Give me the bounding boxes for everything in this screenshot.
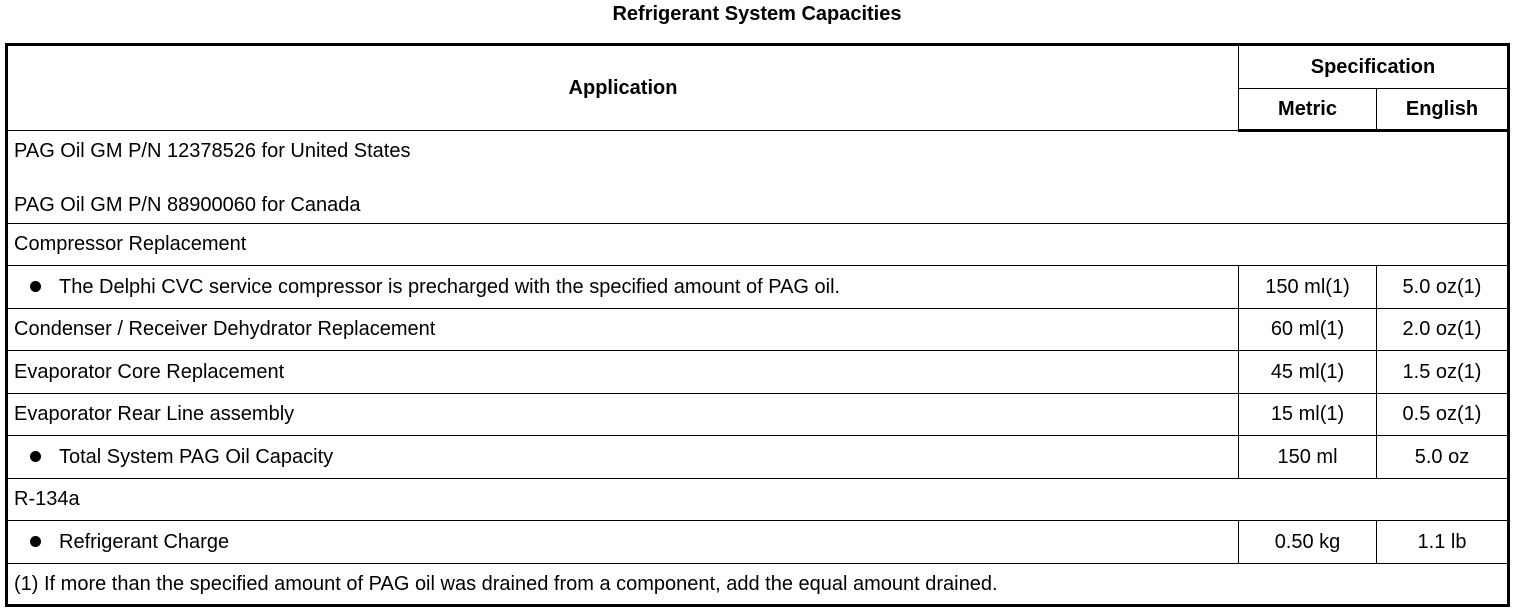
application-cell: Evaporator Core Replacement bbox=[6, 350, 1239, 394]
english-value: 0.5 oz(1) bbox=[1376, 393, 1509, 436]
metric-value: 60 ml(1) bbox=[1238, 308, 1377, 351]
english-value: 5.0 oz bbox=[1376, 435, 1509, 479]
table-row: Total System PAG Oil Capacity 150 ml 5.0 o… bbox=[6, 435, 1509, 479]
application-cell: Compressor Replacement bbox=[6, 223, 1509, 266]
pag-oil-cell: PAG Oil GM P/N 12378526 for United State… bbox=[6, 130, 1509, 224]
table-row: The Delphi CVC service compressor is pre… bbox=[6, 265, 1509, 309]
header-english: English bbox=[1376, 88, 1509, 132]
metric-value: 150 ml(1) bbox=[1238, 265, 1377, 309]
table-row: Evaporator Core Replacement 45 ml(1) 1.5 o… bbox=[6, 350, 1509, 394]
application-cell: Total System PAG Oil Capacity bbox=[6, 435, 1239, 479]
header-metric: Metric bbox=[1238, 88, 1377, 132]
row-label: Evaporator Rear Line assembly bbox=[14, 403, 295, 425]
row-label: Total System PAG Oil Capacity bbox=[59, 445, 334, 468]
footnote: (1) If more than the specified amount of… bbox=[6, 563, 1509, 606]
header-application: Application bbox=[6, 44, 1239, 131]
row-label: Compressor Replacement bbox=[14, 233, 247, 255]
application-cell: The Delphi CVC service compressor is pre… bbox=[6, 265, 1239, 309]
english-value: 5.0 oz(1) bbox=[1376, 265, 1509, 309]
capacities-table: Application Specification Metric English… bbox=[5, 43, 1510, 607]
metric-value: 45 ml(1) bbox=[1238, 350, 1377, 394]
pag-line-us: PAG Oil GM P/N 12378526 for United State… bbox=[14, 140, 411, 162]
application-cell: Condenser / Receiver Dehydrator Replacem… bbox=[6, 308, 1239, 351]
bullet-icon bbox=[30, 450, 41, 462]
table-title: Refrigerant System Capacities bbox=[612, 3, 902, 25]
metric-value: 0.50 kg bbox=[1238, 520, 1377, 564]
footnote-row: (1) If more than the specified amount of… bbox=[6, 563, 1509, 606]
row-label: Evaporator Core Replacement bbox=[14, 360, 285, 383]
row-label: Refrigerant Charge bbox=[59, 530, 230, 553]
metric-value: 150 ml bbox=[1238, 435, 1377, 479]
application-cell: Evaporator Rear Line assembly bbox=[6, 393, 1239, 436]
table-row: Refrigerant Charge 0.50 kg 1.1 lb bbox=[6, 520, 1509, 564]
english-value: 2.0 oz(1) bbox=[1376, 308, 1509, 351]
english-value: 1.1 lb bbox=[1376, 520, 1509, 564]
row-label: Condenser / Receiver Dehydrator Replacem… bbox=[14, 318, 436, 340]
bullet-icon bbox=[30, 535, 41, 547]
english-value: 1.5 oz(1) bbox=[1376, 350, 1509, 394]
header-specification: Specification bbox=[1238, 44, 1509, 89]
table-row: Compressor Replacement bbox=[6, 223, 1509, 266]
application-cell: R-134a bbox=[6, 478, 1509, 521]
table-row: R-134a bbox=[6, 478, 1509, 521]
row-label: The Delphi CVC service compressor is pre… bbox=[59, 275, 841, 298]
pag-line-canada: PAG Oil GM P/N 88900060 for Canada bbox=[14, 194, 361, 216]
bullet-icon bbox=[30, 280, 41, 292]
table-row: PAG Oil GM P/N 12378526 for United State… bbox=[6, 130, 1509, 224]
application-cell: Refrigerant Charge bbox=[6, 520, 1239, 564]
metric-value: 15 ml(1) bbox=[1238, 393, 1377, 436]
row-label: R-134a bbox=[14, 488, 80, 510]
table-row: Condenser / Receiver Dehydrator Replacem… bbox=[6, 308, 1509, 351]
table-row: Evaporator Rear Line assembly 15 ml(1) 0.5… bbox=[6, 393, 1509, 436]
